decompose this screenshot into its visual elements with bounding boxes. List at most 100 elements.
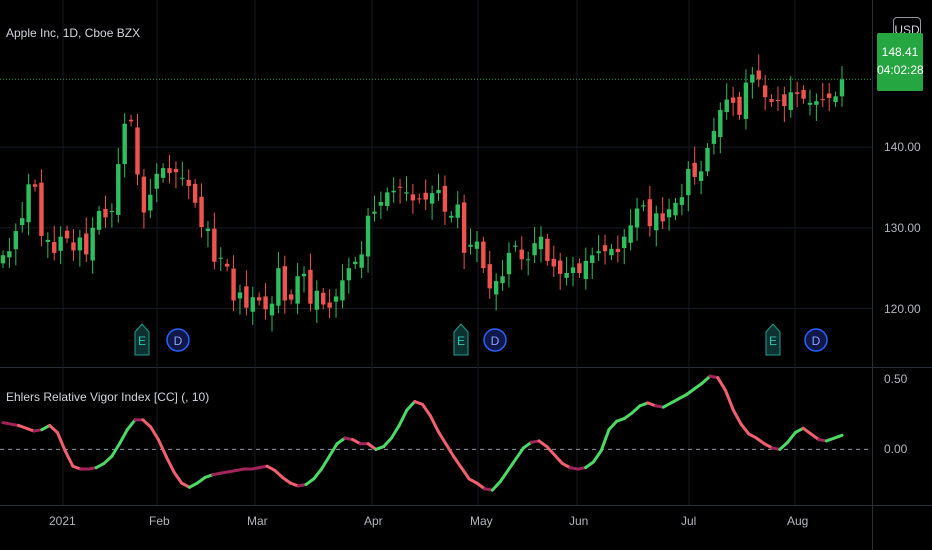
- candle-body: [801, 89, 806, 99]
- candle-body: [481, 241, 486, 269]
- rvi-segment: [63, 449, 75, 468]
- rvi-segment: [537, 439, 549, 449]
- candle-body: [814, 101, 819, 105]
- rvi-segment: [382, 436, 393, 449]
- candle-body: [301, 273, 307, 277]
- candle-body: [160, 168, 166, 178]
- candle-body: [634, 208, 640, 228]
- rvi-tick-label: 0.50: [884, 372, 908, 387]
- candle-body: [660, 213, 665, 222]
- candle-body: [116, 164, 121, 215]
- rvi-segment: [755, 436, 766, 446]
- candle-body: [750, 74, 755, 83]
- indicator-title: Ehlers Relative Vigor Index [CC] (, 10): [6, 390, 210, 404]
- time-tick-label: Jun: [569, 514, 589, 528]
- candle-body: [833, 96, 838, 102]
- rvi-segment: [591, 449, 603, 464]
- candle-body: [180, 177, 185, 179]
- rvi-segment: [55, 430, 67, 453]
- event-marker-label: E: [457, 334, 465, 348]
- candle-body: [378, 202, 384, 206]
- candle-body: [839, 79, 845, 97]
- candle-body: [256, 297, 262, 301]
- candle-body: [96, 210, 102, 230]
- rvi-segment: [327, 442, 339, 458]
- candle-body: [192, 183, 198, 203]
- candle-body: [295, 276, 300, 304]
- rvi-segment: [723, 388, 735, 412]
- candle-body: [39, 182, 44, 236]
- candle-body: [449, 215, 454, 218]
- rvi-segment: [421, 402, 432, 418]
- rvi-segment: [452, 454, 463, 470]
- candle-body: [436, 189, 441, 194]
- candle-body: [609, 248, 614, 256]
- event-marker-label: D: [812, 334, 821, 348]
- candle-body: [423, 192, 428, 200]
- candle-body: [154, 173, 159, 189]
- event-marker-label: D: [174, 334, 183, 348]
- rvi-segment: [405, 400, 417, 412]
- candle-body: [327, 302, 332, 308]
- event-marker-label: E: [769, 334, 777, 348]
- candle-body: [173, 168, 179, 173]
- candle-body: [13, 231, 19, 250]
- candle-body: [391, 190, 396, 193]
- rvi-segment: [281, 475, 292, 485]
- candle-body: [410, 194, 416, 201]
- candle-body: [32, 184, 38, 187]
- candle-body: [186, 179, 191, 186]
- rvi-segment: [156, 438, 168, 458]
- countdown-timer: 04:02:28: [877, 63, 924, 77]
- rvi-segment: [731, 408, 743, 426]
- earnings-marker: [134, 323, 150, 356]
- rvi-segment: [312, 467, 324, 481]
- candle-body: [532, 243, 537, 256]
- candle-body: [237, 292, 243, 299]
- price-tick-label: 130.00: [884, 220, 921, 235]
- candle-body: [52, 241, 57, 253]
- candle-body: [109, 210, 115, 212]
- rvi-segment: [397, 408, 409, 427]
- earnings-marker: [765, 323, 781, 356]
- candle-body: [455, 204, 460, 218]
- candle-body: [525, 259, 531, 261]
- candle-body: [90, 227, 95, 261]
- candle-body: [45, 239, 51, 242]
- rvi-segment: [584, 460, 595, 470]
- event-marker-label: D: [491, 334, 500, 348]
- candle-body: [756, 70, 761, 80]
- candle-body: [820, 99, 825, 101]
- candle-body: [346, 268, 352, 281]
- rvi-segment: [172, 470, 184, 485]
- rvi-segment: [164, 454, 176, 474]
- candle-body: [673, 202, 678, 216]
- candle-body: [769, 99, 774, 102]
- candle-body: [365, 215, 371, 257]
- candle-body: [148, 194, 153, 211]
- rvi-segment: [436, 429, 448, 446]
- candle-body: [622, 236, 627, 249]
- candle-body: [224, 263, 230, 267]
- candle-body: [762, 85, 768, 98]
- candle-body: [340, 280, 345, 301]
- last-price-value: 148.41: [881, 45, 919, 59]
- candle-body: [0, 255, 6, 264]
- candle-body: [826, 93, 832, 98]
- candle-body: [353, 261, 358, 265]
- candle-body: [705, 147, 710, 172]
- candle-body: [775, 99, 781, 101]
- rvi-segment: [739, 422, 751, 436]
- candle-body: [231, 268, 236, 301]
- candle-body: [77, 237, 83, 251]
- rvi-segment: [195, 475, 207, 485]
- rvi-segment: [335, 436, 347, 446]
- candle-body: [782, 94, 787, 107]
- event-marker-label: E: [138, 334, 146, 348]
- candle-body: [26, 184, 31, 223]
- rvi-segment: [630, 404, 642, 415]
- dividend-marker: [483, 328, 507, 352]
- candle-body: [577, 263, 582, 274]
- dividend-marker: [804, 328, 828, 352]
